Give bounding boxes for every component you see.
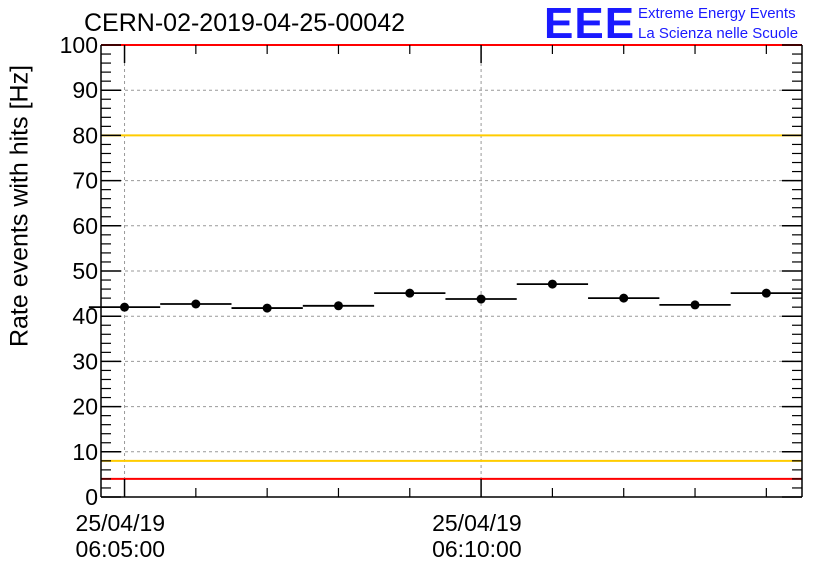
tick-labels: 010203040506070809010025/04/1906:05:0025… bbox=[60, 32, 522, 562]
data-point bbox=[547, 279, 557, 289]
x-tick-time-label: 06:05:00 bbox=[76, 536, 166, 562]
run-title: CERN-02-2019-04-25-00042 bbox=[84, 9, 406, 37]
y-tick-label: 100 bbox=[60, 32, 98, 58]
grid-lines bbox=[101, 45, 802, 497]
y-tick-label: 40 bbox=[72, 303, 98, 329]
y-axis-label: Rate events with hits [Hz] bbox=[5, 64, 34, 348]
y-tick-label: 20 bbox=[72, 394, 98, 420]
y-tick-label: 30 bbox=[72, 348, 98, 374]
data-point bbox=[619, 293, 629, 303]
data-point bbox=[405, 288, 415, 298]
logo-subtitle-1: Extreme Energy Events bbox=[638, 5, 796, 22]
data-point bbox=[191, 299, 201, 309]
x-tick-time-label: 06:10:00 bbox=[432, 536, 522, 562]
y-tick-label: 90 bbox=[72, 77, 98, 103]
y-tick-label: 70 bbox=[72, 168, 98, 194]
data-point bbox=[333, 301, 343, 311]
eee-logo: EEE bbox=[544, 0, 636, 48]
y-tick-label: 60 bbox=[72, 213, 98, 239]
data-point bbox=[262, 303, 272, 313]
chart-axes bbox=[100, 44, 803, 498]
y-tick-label: 50 bbox=[72, 258, 98, 284]
y-tick-label: 80 bbox=[72, 122, 98, 148]
x-tick-date-label: 25/04/19 bbox=[76, 510, 166, 536]
data-point bbox=[476, 294, 486, 304]
reference-lines bbox=[101, 44, 802, 480]
x-tick-date-label: 25/04/19 bbox=[432, 510, 522, 536]
y-tick-label: 10 bbox=[72, 439, 98, 465]
data-point bbox=[690, 300, 700, 310]
data-points bbox=[88, 279, 802, 313]
data-point bbox=[120, 302, 130, 312]
y-tick-label: 0 bbox=[85, 484, 98, 510]
logo-subtitle-2: La Scienza nelle Scuole bbox=[638, 25, 799, 42]
data-point bbox=[761, 288, 771, 298]
